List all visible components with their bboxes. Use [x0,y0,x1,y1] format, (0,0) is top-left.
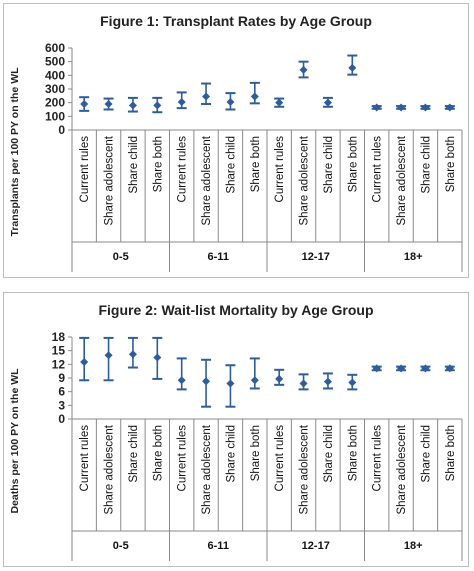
x-category-label: Share adolescent [396,424,408,514]
x-category-label: Share both [250,136,262,192]
x-category-label: Share child [128,136,140,194]
x-category-label: Share adolescent [201,424,213,514]
figure-1-panel: Figure 1: Transplant Rates by Age Group T… [3,3,469,278]
x-category-label: Share adolescent [104,424,116,514]
x-category-label: Share adolescent [299,424,311,514]
data-point [128,350,137,359]
data-point [421,103,430,112]
group-label: 18+ [404,540,423,552]
x-category-label: Share child [323,136,335,194]
y-tick-label: 400 [45,68,65,82]
x-category-label: Share child [420,136,432,194]
data-point [275,98,284,107]
y-tick-label: 18 [52,330,66,344]
x-category-label: Share child [323,425,335,483]
y-tick-label: 3 [58,398,65,412]
data-point [177,376,186,385]
data-point [323,98,332,107]
data-point [275,374,284,383]
x-category-label: Share both [152,136,164,192]
group-label: 0-5 [113,251,129,263]
x-category-label: Share child [128,425,140,483]
group-label: 12-17 [302,540,330,552]
data-point [153,101,162,110]
y-tick-label: 9 [58,371,65,385]
x-category-label: Share adolescent [104,135,116,225]
data-point [250,92,259,101]
x-category-label: Current rules [372,425,384,492]
data-point [397,364,406,373]
x-category-label: Share adolescent [299,135,311,225]
x-category-label: Share both [347,136,359,192]
y-tick-label: 12 [52,357,66,371]
figure-2-chart: Figure 2: Wait-list Mortality by Age Gro… [9,302,463,561]
y-tick-label: 100 [45,109,65,123]
x-category-label: Current rules [274,136,286,203]
y-axis-title: Transplants per 100 PY on the WL [9,67,21,237]
data-point [372,103,381,112]
x-category-label: Share both [152,425,164,481]
x-category-label: Current rules [274,425,286,492]
data-point [348,378,357,387]
data-point [250,376,259,385]
data-point [299,379,308,388]
figure-2-panel: Figure 2: Wait-list Mortality by Age Gro… [3,292,469,567]
data-point [445,103,454,112]
group-label: 18+ [404,251,423,263]
data-point [323,377,332,386]
group-label: 6-11 [208,540,229,552]
data-point [226,97,235,106]
chart-title: Figure 1: Transplant Rates by Age Group [100,13,372,29]
data-point [153,353,162,362]
data-point [177,97,186,106]
group-label: 6-11 [208,251,229,263]
data-point [202,92,211,101]
x-category-label: Share adolescent [201,135,213,225]
data-point [372,364,381,373]
figure-1-chart: Figure 1: Transplant Rates by Age Group T… [9,13,463,272]
data-point [80,100,89,109]
data-point [128,101,137,110]
data-point [104,100,113,109]
data-point [348,63,357,72]
data-point [299,65,308,74]
chart-title: Figure 2: Wait-list Mortality by Age Gro… [98,302,373,318]
y-tick-label: 200 [45,96,65,110]
y-tick-label: 300 [45,82,65,96]
y-tick-label: 0 [58,412,65,426]
x-category-label: Share adolescent [396,135,408,225]
x-category-label: Share both [347,425,359,481]
data-point [104,351,113,360]
x-category-label: Current rules [177,136,189,203]
x-category-label: Share both [250,425,262,481]
x-category-label: Current rules [79,425,91,492]
data-point [80,358,89,367]
data-point [421,364,430,373]
x-category-label: Current rules [177,425,189,492]
x-category-label: Share both [445,136,457,192]
data-point [202,377,211,386]
y-tick-label: 15 [52,344,66,358]
group-label: 12-17 [302,251,330,263]
data-point [397,103,406,112]
y-tick-label: 6 [58,385,65,399]
x-category-label: Current rules [79,136,91,203]
data-point [226,379,235,388]
y-tick-label: 500 [45,55,65,69]
data-point [445,364,454,373]
x-category-label: Share both [445,425,457,481]
group-label: 0-5 [113,540,129,552]
x-category-label: Share child [225,136,237,194]
x-category-label: Current rules [372,136,384,203]
y-axis-title: Deaths per 100 PY on the WL [9,368,21,514]
y-tick-label: 600 [45,41,65,55]
y-tick-label: 0 [58,123,65,137]
x-category-label: Share child [420,425,432,483]
x-category-label: Share child [225,425,237,483]
